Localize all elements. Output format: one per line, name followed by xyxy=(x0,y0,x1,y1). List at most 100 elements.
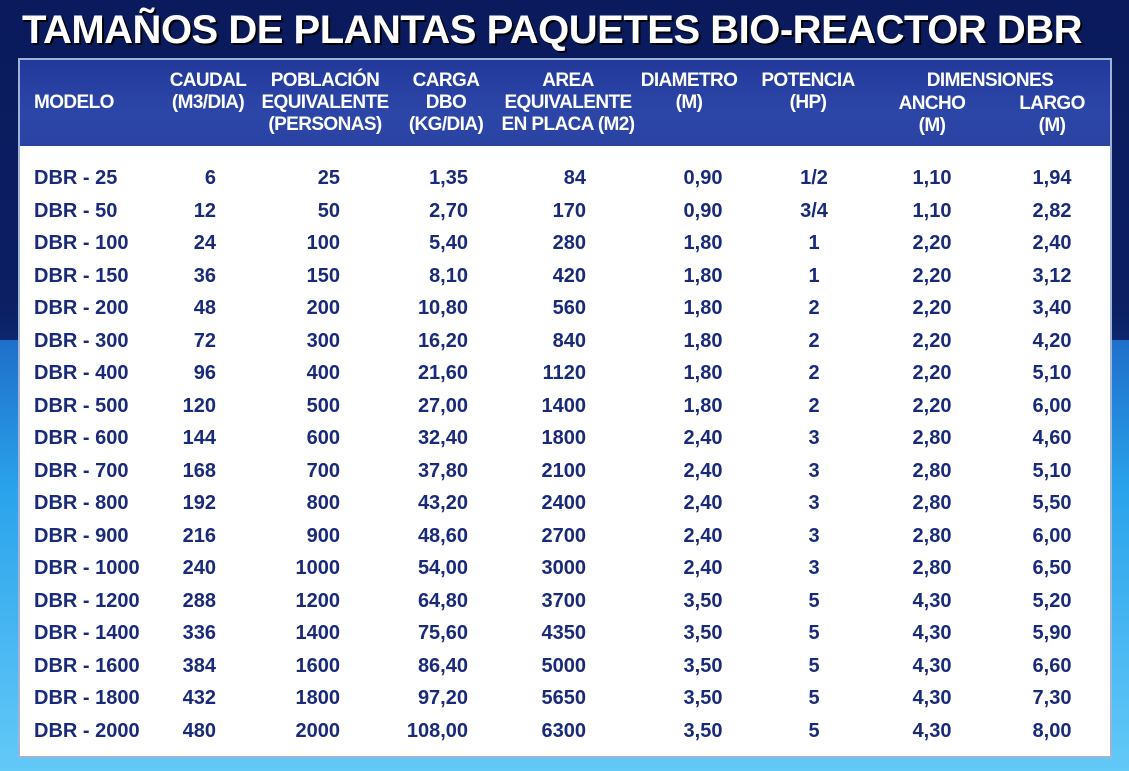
cell-carga: 8,10 xyxy=(429,264,468,287)
cell-carga: 108,00 xyxy=(406,719,468,742)
cell-potencia: 5 xyxy=(808,719,820,742)
cell-poblacion: 800 xyxy=(306,492,340,514)
cell-caudal: 120 xyxy=(182,394,216,417)
cell-modelo: DBR - 1400 xyxy=(34,622,140,644)
cell-caudal: 240 xyxy=(182,557,216,579)
cell-diametro: 2,40 xyxy=(683,557,723,579)
cell-largo: 6,00 xyxy=(1032,524,1072,547)
cell-poblacion: 600 xyxy=(306,427,340,449)
cell-modelo: DBR - 600 xyxy=(34,427,129,449)
cell-ancho: 1,10 xyxy=(912,199,952,222)
cell-diametro: 1,80 xyxy=(683,297,723,319)
header-diametro: DIAMETRO (M) xyxy=(640,70,738,113)
cell-potencia: 3 xyxy=(808,557,820,579)
cell-poblacion: 200 xyxy=(306,297,340,319)
cell-potencia: 1 xyxy=(808,264,820,287)
header-area: AREA EQUIVALENTE EN PLACA (M2) xyxy=(501,70,636,135)
cell-diametro: 1,80 xyxy=(683,362,723,384)
cell-poblacion: 900 xyxy=(306,524,340,547)
header-ancho: ANCHO (M) xyxy=(898,93,966,136)
cell-potencia: 5 xyxy=(808,654,820,677)
table-row: DBR - 1600 384 1600 86,40 5000 3,50 5 4,… xyxy=(20,650,1110,683)
cell-potencia: 1 xyxy=(808,232,820,254)
cell-poblacion: 150 xyxy=(306,264,340,287)
cell-ancho: 4,30 xyxy=(912,589,952,612)
table-row: DBR - 400 96 400 21,60 1120 1,80 2 2,20 … xyxy=(20,357,1110,390)
cell-modelo: DBR - 800 xyxy=(34,492,129,514)
cell-carga: 97,20 xyxy=(417,687,468,709)
table-row: DBR - 800 192 800 43,20 2400 2,40 3 2,80… xyxy=(20,487,1110,520)
cell-poblacion: 1400 xyxy=(295,622,341,644)
table-row: DBR - 900 216 900 48,60 2700 2,40 3 2,80… xyxy=(20,520,1110,553)
cell-area: 6300 xyxy=(541,719,587,742)
cell-diametro: 3,50 xyxy=(683,589,723,612)
cell-area: 5650 xyxy=(541,687,587,709)
cell-poblacion: 100 xyxy=(306,232,340,254)
cell-modelo: DBR - 150 xyxy=(34,264,129,287)
cell-diametro: 3,50 xyxy=(683,654,723,677)
table-row: DBR - 200 48 200 10,80 560 1,80 2 2,20 3… xyxy=(20,292,1110,325)
cell-ancho: 4,30 xyxy=(912,719,952,742)
header-poblacion: POBLACIÓN EQUIVALENTE (PERSONAS) xyxy=(261,70,389,135)
cell-ancho: 2,80 xyxy=(912,459,952,482)
header-largo: LARGO (M) xyxy=(1019,93,1085,136)
cell-area: 840 xyxy=(552,329,586,352)
cell-largo: 1,94 xyxy=(1032,167,1072,189)
cell-modelo: DBR - 400 xyxy=(34,362,129,384)
cell-ancho: 2,80 xyxy=(912,524,952,547)
cell-poblacion: 1600 xyxy=(295,654,341,677)
cell-area: 1120 xyxy=(542,362,586,384)
cell-carga: 54,00 xyxy=(417,557,468,579)
cell-area: 2700 xyxy=(541,524,587,547)
cell-modelo: DBR - 500 xyxy=(34,394,129,417)
cell-diametro: 1,80 xyxy=(683,394,723,417)
cell-caudal: 168 xyxy=(182,459,216,482)
cell-carga: 32,40 xyxy=(417,427,468,449)
cell-largo: 3,40 xyxy=(1032,297,1072,319)
cell-diametro: 1,80 xyxy=(683,264,723,287)
table-row: DBR - 500 120 500 27,00 1400 1,80 2 2,20… xyxy=(20,390,1110,423)
cell-caudal: 144 xyxy=(182,427,216,449)
cell-caudal: 288 xyxy=(182,589,216,612)
cell-caudal: 216 xyxy=(182,524,216,547)
cell-modelo: DBR - 100 xyxy=(34,232,129,254)
cell-potencia: 3/4 xyxy=(800,199,828,222)
cell-carga: 5,40 xyxy=(429,232,468,254)
cell-caudal: 24 xyxy=(193,232,216,254)
specs-table: MODELO CAUDAL (M3/DIA) POBLACIÓN EQUIVAL… xyxy=(18,58,1112,758)
cell-largo: 7,30 xyxy=(1032,687,1072,709)
table-row: DBR - 2000 480 2000 108,00 6300 3,50 5 4… xyxy=(20,715,1110,748)
cell-area: 3000 xyxy=(541,557,587,579)
table-row: DBR - 150 36 150 8,10 420 1,80 1 2,20 3,… xyxy=(20,260,1110,293)
cell-carga: 48,60 xyxy=(417,524,468,547)
cell-ancho: 2,20 xyxy=(912,329,952,352)
cell-ancho: 4,30 xyxy=(912,687,952,709)
cell-carga: 21,60 xyxy=(417,362,468,384)
cell-potencia: 3 xyxy=(808,492,820,514)
cell-diametro: 2,40 xyxy=(683,459,723,482)
cell-diametro: 0,90 xyxy=(683,167,723,189)
cell-ancho: 2,20 xyxy=(912,362,952,384)
cell-largo: 5,50 xyxy=(1032,492,1072,514)
cell-caudal: 432 xyxy=(182,687,216,709)
cell-area: 560 xyxy=(552,297,586,319)
header-modelo: MODELO xyxy=(34,92,114,113)
cell-area: 170 xyxy=(552,199,586,222)
cell-largo: 4,60 xyxy=(1032,427,1072,449)
cell-diametro: 2,40 xyxy=(683,492,723,514)
cell-modelo: DBR - 2000 xyxy=(34,719,140,742)
cell-caudal: 36 xyxy=(193,264,216,287)
cell-diametro: 1,80 xyxy=(683,232,723,254)
cell-ancho: 4,30 xyxy=(912,654,952,677)
cell-largo: 8,00 xyxy=(1032,719,1072,742)
cell-modelo: DBR - 1800 xyxy=(34,687,140,709)
cell-area: 2100 xyxy=(541,459,587,482)
page-title: TAMAÑOS DE PLANTAS PAQUETES BIO-REACTOR … xyxy=(22,8,1083,52)
cell-carga: 10,80 xyxy=(417,297,468,319)
cell-largo: 3,12 xyxy=(1032,264,1072,287)
cell-diametro: 3,50 xyxy=(683,719,723,742)
cell-caudal: 96 xyxy=(193,362,216,384)
cell-poblacion: 700 xyxy=(306,459,340,482)
cell-largo: 2,82 xyxy=(1032,199,1072,222)
cell-carga: 37,80 xyxy=(417,459,468,482)
